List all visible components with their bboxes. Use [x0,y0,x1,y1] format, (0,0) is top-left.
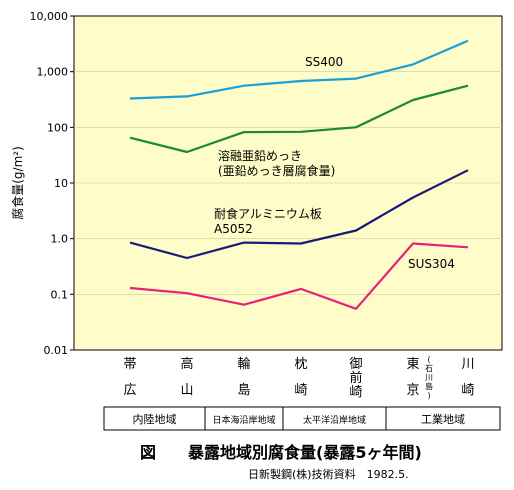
category-label-bottom: 京 [406,383,419,398]
category-label-top: 御 [349,357,362,372]
chart-source: 日新製鋼(株)技術資料 1982.5. [248,467,409,481]
category-label-top: 帯 [123,357,136,372]
y-tick-label: 1,000 [37,66,69,79]
region-label: 工業地域 [421,413,465,426]
series-label: (亜鉛めっき層腐食量) [218,163,335,178]
category-label-bottom: 崎 [461,383,474,398]
y-tick-label: 1.0 [51,233,69,246]
y-tick-label: 10 [54,177,68,190]
region-label: 太平洋沿岸地域 [303,414,366,426]
category-label-top: 輪 [237,356,250,372]
series-label: SUS304 [408,257,455,271]
y-tick-label: 100 [47,121,68,134]
gridlines [74,71,502,295]
category-note-char: 石 [425,364,433,373]
y-tick-label: 0.1 [51,288,69,301]
y-tick-label: 0.01 [44,344,69,357]
category-note-char: ) [427,391,430,400]
chart-title: 図 暴露地域別腐食量(暴露5ヶ年間) [140,443,422,462]
category-label-top: 川 [461,357,474,372]
category-label-top: 高 [180,356,193,372]
category-label-bottom: 崎 [294,383,307,398]
category-label-bottom: 島 [237,383,250,398]
region-label: 日本海沿岸地域 [212,414,275,426]
category-label-mid: 前 [349,370,362,386]
y-tick-label: 10,000 [30,10,69,23]
series-label: 溶融亜鉛めっき [218,148,302,163]
category-note-char: 島 [425,381,433,391]
category-label-bottom: 広 [123,383,136,398]
region-row: 内陸地域 日本海沿岸地域 太平洋沿岸地域 工業地域 [103,406,501,431]
category-note-char: 川 [425,373,433,382]
region-row-box [103,406,501,431]
series-label: A5052 [214,222,253,236]
series-label: SS400 [305,55,343,69]
series-label: 耐食アルミニウム板 [214,206,322,221]
region-label: 内陸地域 [133,412,177,426]
y-axis-label: 腐食量(g/m²) [10,146,25,220]
category-note-char: ( [427,355,430,364]
category-label-top: 東 [406,356,419,372]
category-label-top: 枕 [294,357,307,372]
y-axis-ticks: 10,000 1,000 100 10 1.0 0.1 0.01 [30,10,74,357]
series-lines [129,39,469,310]
category-label-bottom: 山 [180,383,193,398]
category-label-bottom: 崎 [349,385,362,400]
